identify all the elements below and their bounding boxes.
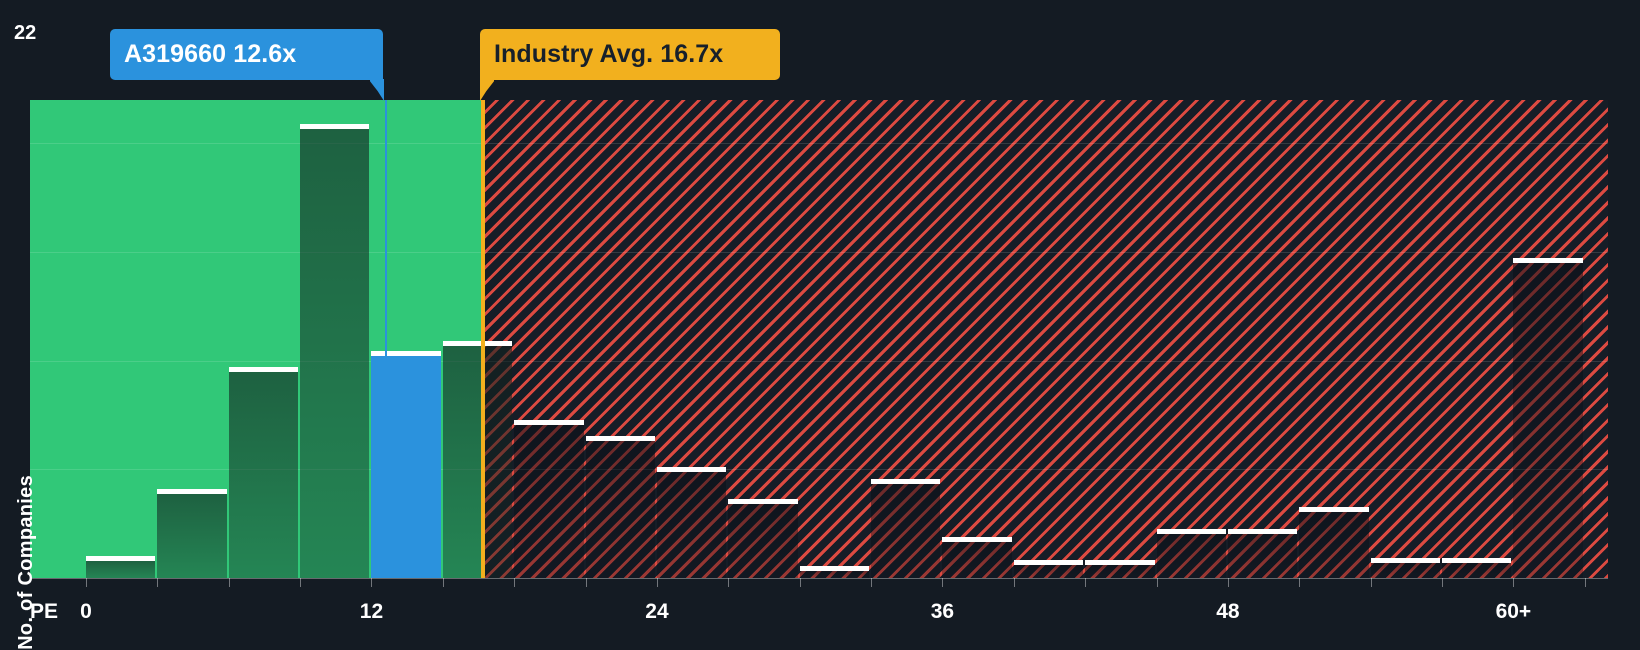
x-tick bbox=[514, 578, 516, 587]
bar[interactable] bbox=[157, 489, 227, 578]
bar[interactable] bbox=[86, 556, 156, 578]
x-tick bbox=[656, 578, 658, 587]
x-tick bbox=[1156, 578, 1158, 587]
x-tick-label: 12 bbox=[359, 600, 384, 623]
x-tick bbox=[799, 578, 801, 587]
bar[interactable] bbox=[371, 350, 441, 578]
industry-callout[interactable]: Industry Avg. 16.7x bbox=[480, 29, 780, 101]
x-tick-label: 0 bbox=[80, 600, 92, 623]
y-max-value-label: 22 bbox=[14, 22, 37, 44]
bar[interactable] bbox=[656, 467, 727, 578]
x-tick-label: 48 bbox=[1216, 600, 1240, 623]
industry-marker-line bbox=[481, 100, 486, 578]
x-tick bbox=[86, 578, 87, 587]
x-tick bbox=[371, 578, 373, 587]
x-tick-label: 36 bbox=[930, 600, 955, 623]
plot-area bbox=[30, 100, 1608, 578]
x-tick bbox=[942, 578, 944, 587]
company-callout-label: A319660 12.6x bbox=[124, 40, 297, 68]
x-tick bbox=[1442, 578, 1444, 587]
x-tick bbox=[228, 578, 230, 587]
bar[interactable] bbox=[228, 366, 299, 578]
x-tick-label: 24 bbox=[645, 600, 669, 623]
x-tick bbox=[442, 578, 444, 587]
callout-tail bbox=[370, 79, 384, 101]
industry-callout-label: Industry Avg. 16.7x bbox=[494, 40, 724, 68]
x-tick bbox=[1370, 578, 1372, 587]
x-tick bbox=[585, 578, 587, 587]
x-axis: PE 0 12 24 36 48 60+ bbox=[0, 578, 1640, 650]
company-callout[interactable]: A319660 12.6x bbox=[110, 29, 384, 101]
bar[interactable] bbox=[1299, 506, 1369, 578]
x-tick bbox=[1584, 578, 1586, 587]
company-marker-line bbox=[384, 100, 387, 578]
x-tick bbox=[728, 578, 730, 587]
x-tick bbox=[1513, 578, 1515, 587]
bar[interactable] bbox=[1227, 528, 1298, 578]
bar[interactable] bbox=[728, 499, 798, 578]
bar[interactable] bbox=[942, 536, 1012, 578]
overvalued-zone bbox=[483, 100, 1608, 578]
bar[interactable] bbox=[1513, 258, 1583, 578]
x-tick bbox=[1013, 578, 1015, 587]
x-tick bbox=[300, 578, 302, 587]
bar[interactable] bbox=[1013, 560, 1084, 578]
x-tick bbox=[157, 578, 159, 587]
bar[interactable] bbox=[442, 340, 513, 578]
x-tick bbox=[871, 578, 873, 587]
bar[interactable] bbox=[871, 479, 941, 578]
x-axis-line bbox=[30, 578, 1608, 579]
bar[interactable] bbox=[1370, 558, 1441, 578]
bar[interactable] bbox=[300, 123, 370, 578]
bar[interactable] bbox=[1442, 558, 1512, 578]
x-tick bbox=[1085, 578, 1087, 587]
bar[interactable] bbox=[1085, 560, 1155, 578]
x-tick bbox=[1299, 578, 1301, 587]
bar[interactable] bbox=[1156, 528, 1226, 578]
bar[interactable] bbox=[514, 419, 584, 578]
x-axis-title: PE bbox=[30, 600, 59, 623]
bar[interactable] bbox=[585, 435, 655, 578]
x-tick-label: 60+ bbox=[1495, 600, 1532, 623]
callout-tail bbox=[480, 79, 494, 101]
x-tick bbox=[1227, 578, 1229, 587]
bar[interactable] bbox=[799, 566, 870, 578]
